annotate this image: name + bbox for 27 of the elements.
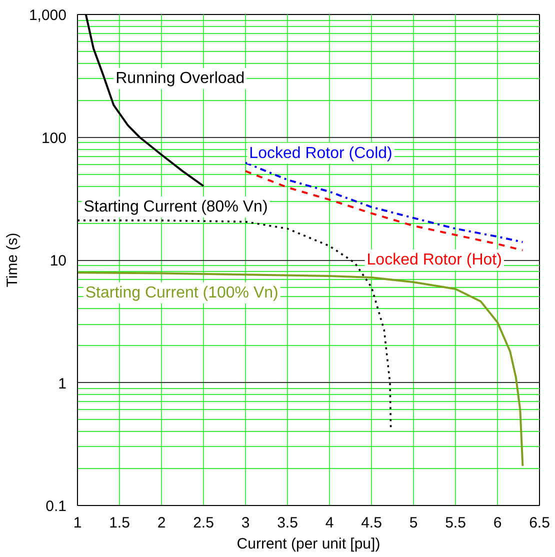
x-tick-label: 2.5	[193, 514, 214, 532]
line-series	[78, 272, 524, 467]
x-tick-label: 5.5	[445, 514, 466, 532]
series-label: Locked Rotor (Hot)	[366, 252, 502, 268]
x-tick-label: 6.5	[529, 514, 550, 532]
y-axis-title: Time (s)	[4, 232, 21, 288]
x-tick-label: 4	[325, 514, 334, 532]
x-tick-label: 3.5	[277, 514, 298, 532]
y-tick-label: 100	[41, 130, 67, 147]
line-series	[244, 162, 524, 244]
line-series	[244, 170, 524, 252]
series-label: Locked Rotor (Cold)	[249, 144, 392, 162]
series-label: Running Overload	[116, 70, 245, 88]
x-tick-label: 6	[493, 514, 502, 532]
x-tick-label: 5	[409, 514, 418, 532]
y-tick-label: 1	[58, 375, 66, 392]
y-tick-label: 1,000	[28, 7, 67, 24]
y-tick-label: 10	[50, 252, 67, 270]
x-tick-label: 2	[157, 514, 166, 532]
series-label: Starting Current (80% Vn)	[84, 198, 268, 216]
series-label: Starting Current (100% Vn)	[85, 284, 278, 302]
x-axis-title: Current (per unit [pu])	[236, 536, 380, 552]
x-tick-label: 1	[73, 514, 82, 532]
y-tick-label: 0.1	[46, 498, 67, 515]
x-tick-label: 1.5	[109, 514, 130, 532]
x-tick-label: 4.5	[361, 514, 382, 532]
x-tick-label: 3	[241, 514, 250, 532]
